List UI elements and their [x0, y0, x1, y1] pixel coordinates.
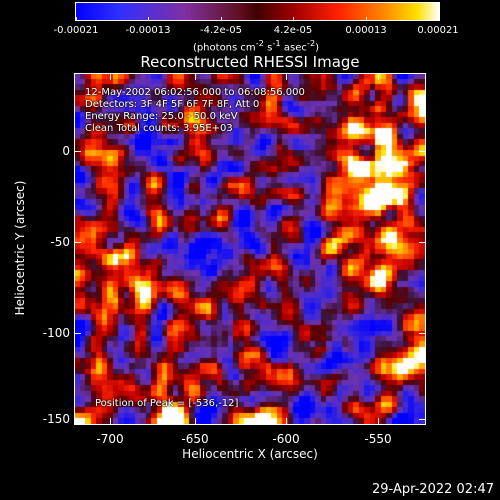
- colorbar: [75, 2, 440, 21]
- y-tick-mark: [419, 333, 425, 334]
- overlay-time-range: 12-May-2002 06:02:56.000 to 06:08:56.000: [85, 87, 305, 98]
- x-tick-label: -600: [272, 432, 300, 446]
- x-tick-label: -650: [181, 432, 209, 446]
- y-tick-mark: [419, 419, 425, 420]
- footer-timestamp: 29-Apr-2022 02:47: [372, 482, 494, 497]
- y-tick-mark: [419, 151, 425, 152]
- heatmap-image: [75, 74, 425, 424]
- y-tick-mark: [75, 419, 81, 420]
- colorbar-tick-label: 0.00021: [417, 25, 459, 36]
- y-tick-mark: [75, 333, 81, 334]
- x-tick-mark: [195, 74, 196, 80]
- y-tick-label: -50: [50, 235, 70, 249]
- colorbar-tick-label: -0.00021: [53, 25, 99, 36]
- colorbar-units: (photons cm-2 s-1 asec-2): [192, 38, 320, 54]
- overlay-energy-range: Energy Range: 25.0 - 50.0 keV: [85, 111, 238, 122]
- x-tick-mark: [195, 418, 196, 424]
- overlay-total-counts: Clean Total counts: 3.95E+03: [85, 123, 233, 134]
- plot-title: Reconstructed RHESSI Image: [140, 53, 360, 71]
- x-tick-mark: [110, 74, 111, 80]
- x-axis-label: Heliocentric X (arcsec): [182, 447, 318, 461]
- y-axis-label: Heliocentric Y (arcsec): [13, 180, 27, 316]
- plot-area: 12-May-2002 06:02:56.000 to 06:08:56.000…: [74, 73, 426, 425]
- overlay-peak-position: Position of Peak = [-536,-12]: [95, 398, 239, 409]
- y-tick-label: 0: [62, 144, 70, 158]
- x-tick-mark: [286, 74, 287, 80]
- colorbar-tick-label: -0.00013: [125, 25, 171, 36]
- y-tick-label: -100: [42, 326, 70, 340]
- colorbar-tick-label: -4.2e-05: [200, 25, 242, 36]
- x-tick-label: -700: [96, 432, 124, 446]
- x-tick-label: -550: [364, 432, 392, 446]
- overlay-detectors: Detectors: 3F 4F 5F 6F 7F 8F, Att 0: [85, 99, 260, 110]
- x-tick-mark: [286, 418, 287, 424]
- x-tick-mark: [378, 418, 379, 424]
- y-tick-mark: [75, 151, 81, 152]
- y-tick-mark: [75, 242, 81, 243]
- x-tick-mark: [378, 74, 379, 80]
- y-tick-mark: [419, 242, 425, 243]
- colorbar-tick-label: 4.2e-05: [273, 25, 313, 36]
- x-tick-mark: [110, 418, 111, 424]
- colorbar-tick-label: 0.00013: [345, 25, 387, 36]
- y-tick-label: -150: [42, 412, 70, 426]
